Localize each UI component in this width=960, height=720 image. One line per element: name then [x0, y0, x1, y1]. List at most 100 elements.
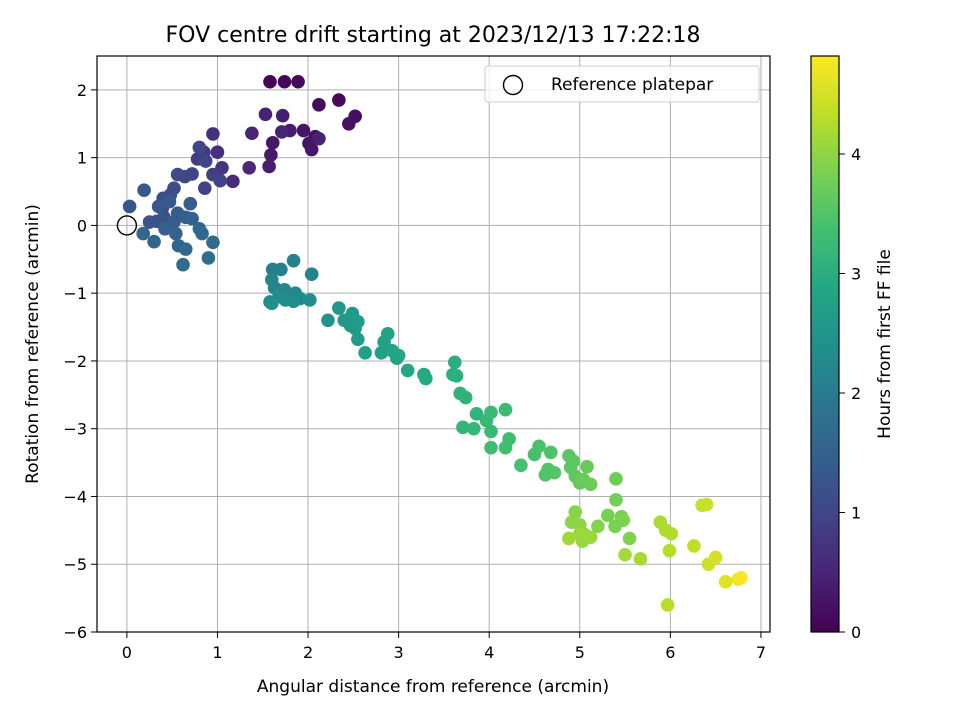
scatter-point [312, 131, 326, 146]
scatter-point [532, 439, 546, 454]
scatter-point [201, 251, 216, 265]
scatter-point [566, 454, 581, 469]
scatter-point [699, 497, 714, 512]
scatter-point [151, 199, 166, 214]
y-tick-label: 2 [77, 81, 87, 100]
colorbar-frame [810, 55, 840, 633]
scatter-point [498, 440, 513, 455]
colorbar-tick-label: 0 [851, 623, 861, 642]
y-tick-label: 0 [77, 216, 87, 235]
scatter-point [514, 458, 528, 473]
scatter-point [591, 519, 605, 534]
scatter-point [342, 116, 356, 131]
scatter-point [304, 267, 319, 282]
scatter-point [622, 531, 637, 546]
scatter-point [609, 493, 623, 507]
scatter-point [332, 301, 346, 315]
scatter-point [321, 313, 335, 328]
scatter-point [583, 477, 598, 492]
plot-frame [96, 55, 771, 633]
scatter-point [469, 406, 484, 421]
x-tick-label: 6 [665, 643, 675, 662]
scatter-point [197, 181, 212, 195]
scatter-point [572, 526, 587, 541]
scatter-point [142, 215, 157, 229]
scatter-point [183, 196, 198, 211]
scatter-point [291, 74, 305, 89]
scatter-point [170, 167, 185, 182]
colorbar-tick-label: 4 [851, 145, 861, 164]
chart-title: FOV centre drift starting at 2023/12/13 … [166, 23, 701, 48]
scatter-point [498, 402, 513, 417]
y-tick-label: 1 [77, 149, 87, 168]
x-axis-ticks: 0 1 2 3 4 5 6 7 [122, 632, 766, 662]
scatter-point [264, 148, 278, 162]
scatter-point [351, 314, 365, 329]
scatter-point [664, 526, 679, 541]
scatter-point [263, 74, 277, 89]
scatter-point [449, 369, 464, 383]
scatter-point [609, 472, 623, 486]
x-axis-label: Angular distance from reference (arcmin) [257, 677, 609, 697]
scatter-point [380, 327, 395, 341]
scatter-point [206, 235, 220, 250]
colorbar-label: Hours from first FF file [875, 249, 895, 439]
scatter-point [580, 459, 594, 474]
scatter-point [562, 531, 576, 546]
scatter-point [192, 140, 207, 155]
scatter-point [734, 570, 748, 585]
x-tick-label: 7 [756, 643, 766, 662]
y-tick-label: −5 [63, 555, 87, 574]
scatter-point [137, 183, 151, 197]
scatter-point [258, 107, 273, 122]
colorbar-tick-label: 3 [851, 264, 861, 283]
x-tick-label: 2 [303, 643, 313, 662]
scatter-point [456, 420, 470, 435]
scatter-point [136, 226, 150, 241]
y-tick-label: −4 [63, 487, 87, 506]
scatter-point [467, 421, 481, 436]
scatter-point [226, 174, 240, 189]
scatter-points [122, 74, 748, 612]
scatter-point [206, 127, 220, 141]
scatter-point [210, 145, 225, 160]
scatter-point [601, 508, 615, 523]
reference-platepar-point [116, 215, 138, 236]
scatter-point [303, 293, 317, 307]
scatter-point [147, 234, 161, 249]
scatter-point [192, 222, 207, 236]
scatter-point [718, 575, 733, 589]
scatter-point [484, 405, 498, 420]
scatter-point [274, 262, 288, 277]
scatter-point [274, 125, 289, 139]
scatter-point [304, 142, 319, 157]
legend-box [484, 65, 760, 103]
scatter-point [275, 108, 290, 123]
scatter-point [242, 161, 256, 175]
scatter-point [547, 465, 562, 480]
colorbar-ticks: 0 1 2 3 4 [839, 145, 861, 642]
x-tick-label: 3 [394, 643, 404, 662]
scatter-point [277, 74, 292, 89]
x-tick-label: 4 [484, 643, 494, 662]
scatter-point [213, 173, 227, 188]
scatter-point [484, 424, 498, 439]
scatter-point [286, 253, 301, 268]
scatter-point [178, 242, 193, 256]
scatter-point [687, 539, 701, 553]
scatter-point [262, 159, 276, 174]
y-tick-label: −6 [63, 623, 87, 642]
scatter-point [419, 371, 433, 386]
x-tick-label: 0 [122, 643, 132, 662]
y-axis-ticks: 2 1 0 −1 −2 −3 −4 −5 −6 [63, 81, 97, 642]
scatter-point [162, 194, 177, 209]
scatter-point [312, 97, 326, 112]
scatter-point [198, 154, 213, 168]
scatter-point [660, 598, 675, 612]
scatter-point [616, 513, 631, 527]
colorbar-tick-label: 1 [851, 503, 861, 522]
scatter-point [391, 348, 406, 363]
scatter-point [583, 530, 598, 544]
scatter-point [400, 363, 415, 378]
